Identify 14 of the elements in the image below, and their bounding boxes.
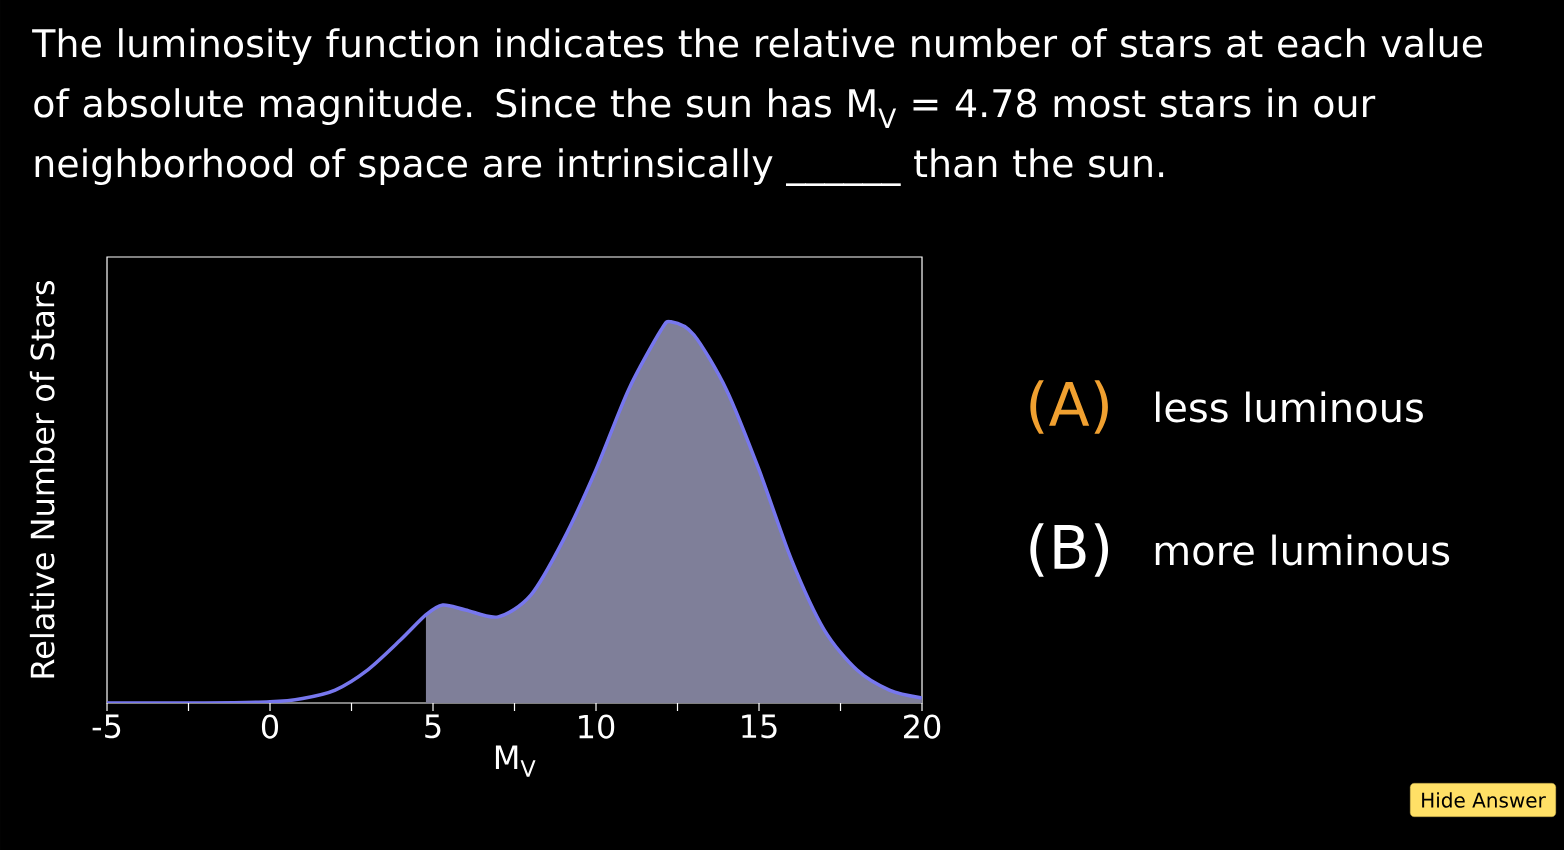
x-tick-label: 10	[579, 714, 615, 739]
x-axis-title: M$_{V}$	[495, 745, 536, 777]
chart-title: The luminosity function indicates the relative number of stars at each value of absolute magnitude. Since the sun has M$_{V}$ = 4.78 most stars in our neighborhood of space are intrinsically ______ than the sun.	[32, 28, 1483, 187]
text: (B)	[1030, 523, 1109, 577]
x-tick-label: 0	[261, 714, 279, 739]
text: (A)	[1030, 380, 1108, 434]
y-axis-title: Relative Number of Stars	[29, 280, 55, 678]
x-tick-label: 5	[425, 714, 441, 739]
text: less luminous	[1155, 391, 1423, 423]
x-tick-label: 20	[903, 714, 941, 739]
text: Hide Answer	[1422, 792, 1546, 808]
x-tick-label: 15	[742, 714, 777, 739]
text: more luminous	[1155, 534, 1450, 566]
x-tick-label: -5	[92, 714, 121, 739]
